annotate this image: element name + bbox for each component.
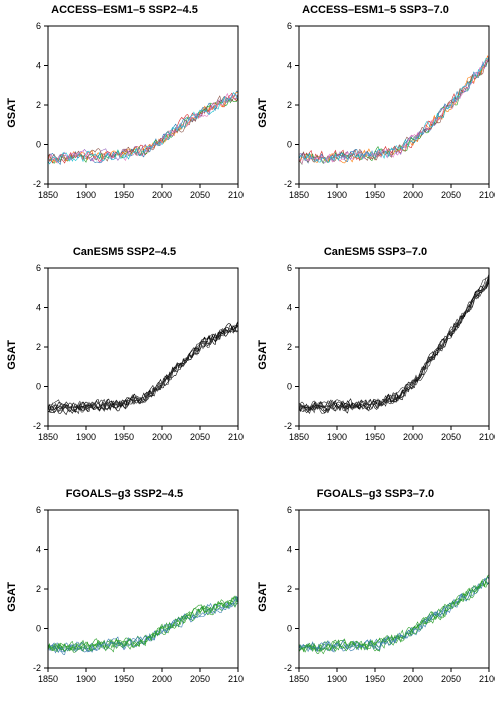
chart-panel: CanESM5 SSP2–4.5 GSAT 1850 1900 1950 2000 2050… — [2, 246, 247, 470]
plot-wrap: GSAT 1850 1900 1950 2000 2050 2100 -2 0 2 4 6 — [6, 22, 244, 204]
plot-svg: 1850 1900 1950 2000 2050 2100 -2 0 2 4 6 — [271, 22, 495, 204]
plot-wrap: GSAT 1850 1900 1950 2000 2050 2100 -2 0 2 4 6 — [6, 264, 244, 446]
y-tick-label: -2 — [283, 421, 291, 431]
x-tick-label: 1850 — [37, 190, 57, 200]
panel-title: CanESM5 SSP2–4.5 — [73, 246, 176, 258]
chart-panel: CanESM5 SSP3–7.0 GSAT 1850 1900 1950 2000 2050… — [253, 246, 498, 470]
y-tick-label: 0 — [286, 382, 291, 392]
y-tick-label: 2 — [35, 342, 40, 352]
x-tick-label: 2050 — [440, 432, 460, 442]
y-tick-label: -2 — [283, 663, 291, 673]
x-tick-label: 2000 — [402, 674, 422, 684]
x-tick-label: 1850 — [288, 432, 308, 442]
y-tick-label: 4 — [286, 545, 291, 555]
x-tick-label: 1950 — [364, 190, 384, 200]
y-tick-label: 2 — [35, 100, 40, 110]
x-tick-label: 2050 — [189, 190, 209, 200]
panel-title: FGOALS–g3 SSP2–4.5 — [66, 488, 183, 500]
x-tick-label: 1900 — [75, 432, 95, 442]
x-tick-label: 1950 — [113, 190, 133, 200]
x-tick-label: 1950 — [364, 674, 384, 684]
panel-title: ACCESS–ESM1–5 SSP3–7.0 — [302, 4, 449, 16]
plot-svg: 1850 1900 1950 2000 2050 2100 -2 0 2 4 6 — [271, 506, 495, 688]
x-tick-label: 2000 — [402, 432, 422, 442]
plot-wrap: GSAT 1850 1900 1950 2000 2050 2100 -2 0 2 4 6 — [257, 264, 495, 446]
x-tick-label: 1850 — [37, 674, 57, 684]
x-tick-label: 2100 — [227, 674, 243, 684]
x-tick-label: 1850 — [288, 674, 308, 684]
y-tick-label: 6 — [35, 264, 40, 273]
x-tick-label: 1900 — [75, 190, 95, 200]
y-tick-label: 0 — [35, 140, 40, 150]
x-tick-label: 2000 — [151, 432, 171, 442]
plot-wrap: GSAT 1850 1900 1950 2000 2050 2100 -2 0 2 4 6 — [257, 506, 495, 688]
x-tick-label: 1950 — [113, 432, 133, 442]
x-tick-label: 2100 — [478, 674, 494, 684]
x-tick-label: 1900 — [326, 674, 346, 684]
y-tick-label: -2 — [32, 663, 40, 673]
y-tick-label: 0 — [286, 624, 291, 634]
x-tick-label: 1950 — [113, 674, 133, 684]
plot-svg: 1850 1900 1950 2000 2050 2100 -2 0 2 4 6 — [20, 264, 244, 446]
plot-wrap: GSAT 1850 1900 1950 2000 2050 2100 -2 0 2 4 6 — [6, 506, 244, 688]
y-tick-label: 4 — [35, 61, 40, 71]
x-tick-label: 2050 — [189, 674, 209, 684]
y-tick-label: -2 — [32, 421, 40, 431]
x-tick-label: 2000 — [151, 674, 171, 684]
plot-svg: 1850 1900 1950 2000 2050 2100 -2 0 2 4 6 — [20, 506, 244, 688]
y-tick-label: 2 — [35, 584, 40, 594]
panel-title: CanESM5 SSP3–7.0 — [324, 246, 427, 258]
y-tick-label: 0 — [35, 382, 40, 392]
chart-panel: FGOALS–g3 SSP3–7.0GSAT185019001950200020… — [253, 488, 498, 712]
x-tick-label: 2050 — [440, 674, 460, 684]
x-tick-label: 1850 — [37, 432, 57, 442]
y-tick-label: 0 — [286, 140, 291, 150]
x-tick-label: 2000 — [402, 190, 422, 200]
chart-panel: ACCESS–ESM1–5 SSP3–7.0GSAT18501900195020… — [253, 4, 498, 228]
plot-wrap: GSAT 1850 1900 1950 2000 2050 2100 -2 0 2 4 6 — [257, 22, 495, 204]
y-tick-label: 6 — [35, 506, 40, 515]
y-tick-label: 2 — [286, 584, 291, 594]
y-axis-label: GSAT — [257, 340, 269, 370]
x-tick-label: 1900 — [75, 674, 95, 684]
y-tick-label: 6 — [35, 22, 40, 31]
x-tick-label: 2050 — [189, 432, 209, 442]
x-tick-label: 2100 — [478, 190, 494, 200]
y-axis-label: GSAT — [6, 582, 18, 612]
x-tick-label: 1900 — [326, 432, 346, 442]
y-tick-label: -2 — [283, 179, 291, 189]
chart-panel: ACCESS–ESM1–5 SSP2–4.5GSAT18501900195020… — [2, 4, 247, 228]
x-tick-label: 2050 — [440, 190, 460, 200]
x-tick-label: 1900 — [326, 190, 346, 200]
y-tick-label: 4 — [35, 545, 40, 555]
plot-svg: 1850 1900 1950 2000 2050 2100 -2 0 2 4 6 — [271, 264, 495, 446]
panel-title: ACCESS–ESM1–5 SSP2–4.5 — [51, 4, 198, 16]
y-tick-label: 4 — [286, 303, 291, 313]
y-tick-label: 0 — [35, 624, 40, 634]
y-tick-label: 4 — [286, 61, 291, 71]
x-tick-label: 1950 — [364, 432, 384, 442]
y-tick-label: 6 — [286, 506, 291, 515]
y-axis-label: GSAT — [257, 582, 269, 612]
chart-panel: FGOALS–g3 SSP2–4.5GSAT185019001950200020… — [2, 488, 247, 712]
x-tick-label: 1850 — [288, 190, 308, 200]
y-tick-label: 6 — [286, 22, 291, 31]
y-tick-label: 6 — [286, 264, 291, 273]
x-tick-label: 2100 — [227, 190, 243, 200]
x-tick-label: 2100 — [478, 432, 494, 442]
y-tick-label: 2 — [286, 100, 291, 110]
x-tick-label: 2000 — [151, 190, 171, 200]
y-tick-label: -2 — [32, 179, 40, 189]
y-axis-label: GSAT — [6, 98, 18, 128]
y-axis-label: GSAT — [257, 98, 269, 128]
plot-svg: 1850 1900 1950 2000 2050 2100 -2 0 2 4 6 — [20, 22, 244, 204]
x-tick-label: 2100 — [227, 432, 243, 442]
y-tick-label: 4 — [35, 303, 40, 313]
panel-title: FGOALS–g3 SSP3–7.0 — [317, 488, 434, 500]
y-tick-label: 2 — [286, 342, 291, 352]
y-axis-label: GSAT — [6, 340, 18, 370]
